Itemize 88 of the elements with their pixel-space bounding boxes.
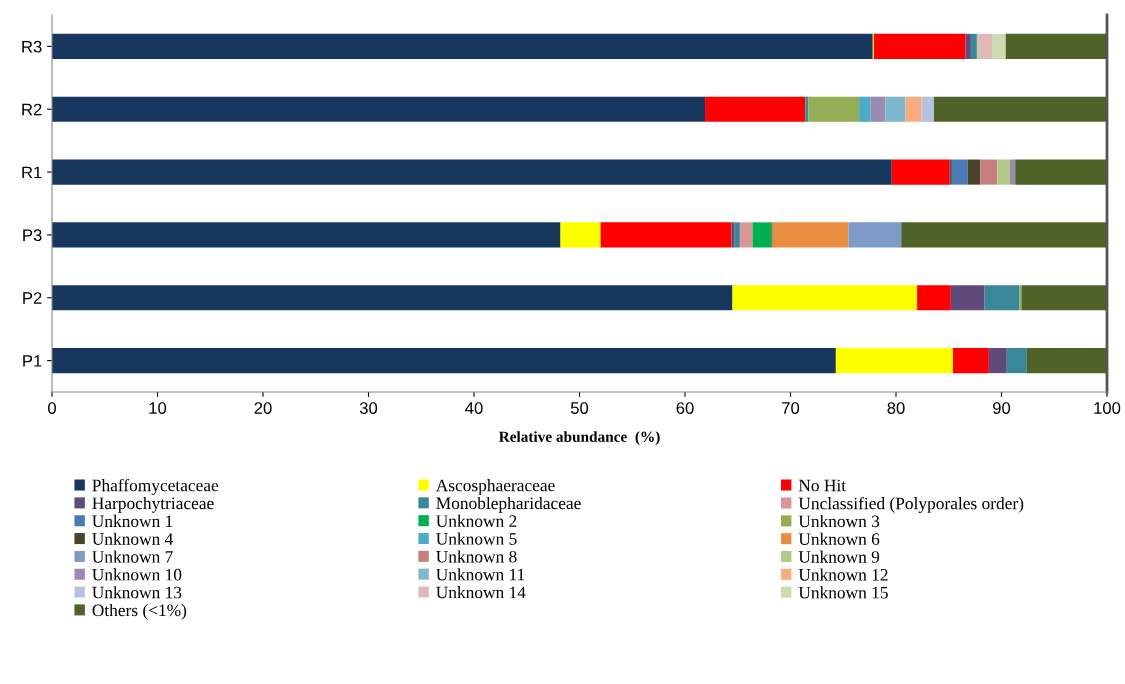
bar xyxy=(52,159,892,185)
bar xyxy=(805,96,809,122)
bar xyxy=(885,96,906,122)
bar xyxy=(967,159,981,185)
bar xyxy=(52,33,873,59)
y-tick-label: R2 xyxy=(22,103,42,116)
legend-label: Others (<1%) xyxy=(92,603,187,620)
bar xyxy=(980,159,998,185)
bar xyxy=(954,159,968,185)
bar xyxy=(921,96,934,122)
bar xyxy=(732,285,918,311)
x-tick-label: 90 xyxy=(993,402,1011,414)
bar xyxy=(705,96,806,122)
bar xyxy=(997,159,1010,185)
x-tick-label: 40 xyxy=(465,402,483,414)
legend-label: Phaffomycetaceae xyxy=(92,478,219,495)
legend-label: Unclassified (Polyporales order) xyxy=(798,496,1024,513)
legend-label: Unknown 8 xyxy=(436,550,517,563)
legend-label: Unknown 2 xyxy=(436,514,517,527)
legend-label: No Hit xyxy=(798,479,846,492)
y-tick-label: P1 xyxy=(23,355,42,367)
y-tick-label: R1 xyxy=(22,166,42,179)
bar xyxy=(560,222,601,248)
x-tick-label: 30 xyxy=(359,402,378,414)
legend-label: Ascosphaeraceae xyxy=(435,479,555,495)
bar xyxy=(52,96,706,122)
legend-label: Unknown 13 xyxy=(92,586,182,599)
bar xyxy=(1009,159,1016,185)
bar xyxy=(600,222,732,248)
bar xyxy=(933,96,1107,122)
legend-label: Unknown 9 xyxy=(798,550,880,563)
legend-label: Unknown 1 xyxy=(92,514,173,528)
x-tick-label: 20 xyxy=(254,402,272,414)
x-tick-label: 10 xyxy=(149,402,167,414)
bar xyxy=(808,96,860,122)
legend-label: Unknown 7 xyxy=(92,550,173,563)
bar xyxy=(859,96,871,122)
legend-label: Unknown 14 xyxy=(436,586,526,599)
bar xyxy=(772,222,849,248)
bar xyxy=(891,159,950,185)
bar xyxy=(952,348,989,374)
bar xyxy=(1019,285,1022,311)
bar xyxy=(1006,348,1027,374)
legend-label: Monoblepharidaceae xyxy=(436,496,581,513)
y-tick-label: R3 xyxy=(22,40,42,53)
bar xyxy=(1015,159,1107,185)
bar xyxy=(873,33,966,59)
bar xyxy=(752,222,772,248)
bar xyxy=(950,285,985,311)
x-tick-label: 70 xyxy=(782,402,800,414)
bar xyxy=(870,96,886,122)
bar xyxy=(988,348,1007,374)
legend-label: Unknown 3 xyxy=(798,514,880,528)
legend-label: Unknown 12 xyxy=(798,568,888,581)
bar xyxy=(917,285,951,311)
bar xyxy=(52,285,733,311)
bar xyxy=(901,222,1107,248)
bar xyxy=(734,222,740,248)
legend-label: Harpochytriaceae xyxy=(92,496,214,513)
bar xyxy=(835,348,953,374)
x-axis-title: Relative abundance (%) xyxy=(498,431,660,445)
bar xyxy=(739,222,753,248)
y-tick-label: P2 xyxy=(23,292,42,304)
bar xyxy=(905,96,922,122)
x-tick-label: 60 xyxy=(676,402,694,414)
bar xyxy=(1021,285,1107,311)
y-tick-label: P3 xyxy=(23,229,42,242)
x-tick-label: 0 xyxy=(48,402,56,414)
x-tick-label: 80 xyxy=(887,402,905,414)
bar xyxy=(52,348,836,374)
legend-label: Unknown 10 xyxy=(92,568,182,581)
legend-label: Unknown 15 xyxy=(798,586,888,599)
legend-label: Unknown 4 xyxy=(92,532,174,545)
bar xyxy=(1026,348,1107,374)
legend-label: Unknown 11 xyxy=(436,568,525,581)
bar xyxy=(977,33,992,59)
bar xyxy=(1005,33,1107,59)
legend-label: Unknown 5 xyxy=(436,532,517,545)
bar xyxy=(731,222,735,248)
bar xyxy=(984,285,1020,311)
legend-label: Unknown 6 xyxy=(798,532,880,546)
bar xyxy=(52,222,561,248)
bar xyxy=(992,33,1006,59)
bar xyxy=(848,222,902,248)
x-tick-label: 100 xyxy=(1094,402,1121,414)
bar xyxy=(965,33,971,59)
x-tick-label: 50 xyxy=(570,402,589,414)
bar xyxy=(970,33,977,59)
